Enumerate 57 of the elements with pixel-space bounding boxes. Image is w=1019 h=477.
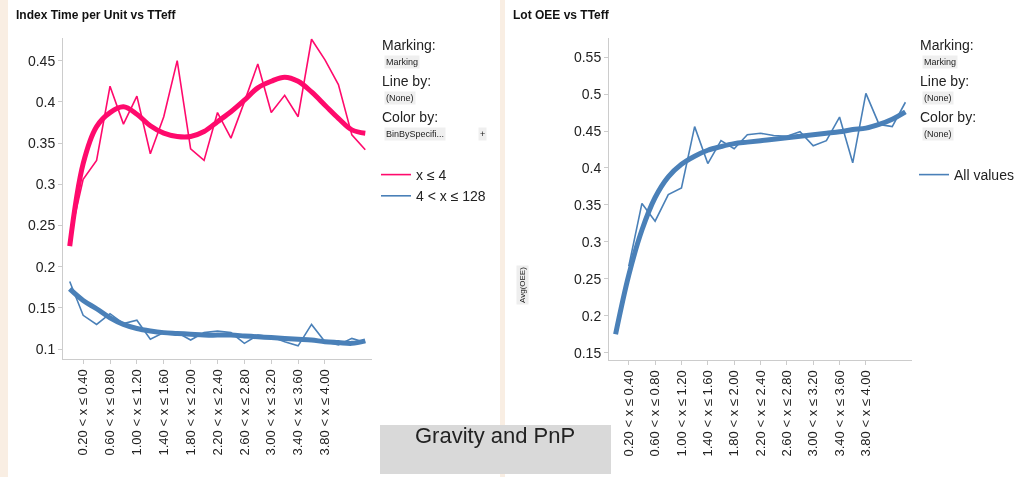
x-tick-label: 3.40 < x ≤ 3.60 <box>290 369 306 456</box>
text: BinBySpecifi... <box>386 129 445 139</box>
y-tick-label: 0.45 <box>573 122 602 139</box>
text: Marking <box>924 57 957 67</box>
chart-title: Index Time per Unit vs TTeff <box>16 8 177 22</box>
legend-label: 4 < x ≤ 128 <box>416 188 486 205</box>
text: (None) <box>386 93 414 103</box>
x-tick-label: 1.40 < x ≤ 1.60 <box>155 369 171 456</box>
y-tick-label: 0.2 <box>581 307 602 324</box>
y-tick-label: 0.15 <box>573 344 602 361</box>
y-tick-label: 0.55 <box>573 49 602 66</box>
y-tick-label: 0.3 <box>35 176 56 193</box>
x-tick-label: 1.80 < x ≤ 2.00 <box>182 369 198 456</box>
text: (None) <box>924 93 952 103</box>
x-tick-label: 0.20 < x ≤ 0.40 <box>75 369 91 456</box>
x-tick-label: 0.60 < x ≤ 0.80 <box>102 369 118 456</box>
y-tick-label: 0.4 <box>581 159 602 176</box>
x-tick-label: 1.40 < x ≤ 1.60 <box>700 370 716 457</box>
text: (None) <box>924 129 952 139</box>
text: Gravity and PnP <box>415 423 576 448</box>
y-tick-label: 0.4 <box>35 93 56 110</box>
text: + <box>480 129 486 139</box>
text: Color by: <box>382 109 439 125</box>
y-tick-label: 0.2 <box>35 258 56 275</box>
text: Line by: <box>382 73 432 89</box>
x-tick-label: 1.00 < x ≤ 1.20 <box>129 369 145 456</box>
x-tick-label: 2.60 < x ≤ 2.80 <box>236 369 252 456</box>
y-tick-label: 0.3 <box>581 233 602 250</box>
x-tick-label: 3.00 < x ≤ 3.20 <box>263 369 279 456</box>
y-tick-label: 0.25 <box>27 217 56 234</box>
y-tick-label: 0.25 <box>573 270 602 287</box>
x-tick-label: 0.60 < x ≤ 0.80 <box>647 370 663 457</box>
x-tick-label: 3.00 < x ≤ 3.20 <box>805 370 821 457</box>
text: Marking: <box>382 37 436 53</box>
text: Marking <box>386 57 419 67</box>
x-tick-label: 2.60 < x ≤ 2.80 <box>779 370 795 457</box>
x-tick-label: 3.40 < x ≤ 3.60 <box>831 370 847 457</box>
text: Line by: <box>920 73 970 89</box>
x-tick-label: 0.20 < x ≤ 0.40 <box>620 370 636 457</box>
y-tick-label: 0.1 <box>35 341 56 358</box>
y-tick-label: 0.35 <box>27 134 56 151</box>
x-tick-label: 2.20 < x ≤ 2.40 <box>209 369 225 456</box>
x-tick-label: 1.00 < x ≤ 1.20 <box>673 370 689 457</box>
y-tick-label: 0.15 <box>27 299 56 316</box>
x-tick-label: 3.80 < x ≤ 4.00 <box>858 370 874 457</box>
legend-label: All values <box>954 167 1014 184</box>
legend-label: x ≤ 4 <box>416 167 447 184</box>
y-tick-label: 0.45 <box>27 52 56 69</box>
y-axis-title: Avg(OEE) <box>518 266 527 303</box>
y-tick-label: 0.5 <box>581 86 602 103</box>
y-tick-label: 0.35 <box>573 196 602 213</box>
x-tick-label: 2.20 < x ≤ 2.40 <box>752 370 768 457</box>
x-tick-label: 1.80 < x ≤ 2.00 <box>726 370 742 457</box>
chart-title: Lot OEE vs TTeff <box>513 8 610 22</box>
text: Marking: <box>920 37 974 53</box>
text: Color by: <box>920 109 977 125</box>
x-tick-label: 3.80 < x ≤ 4.00 <box>317 369 333 456</box>
